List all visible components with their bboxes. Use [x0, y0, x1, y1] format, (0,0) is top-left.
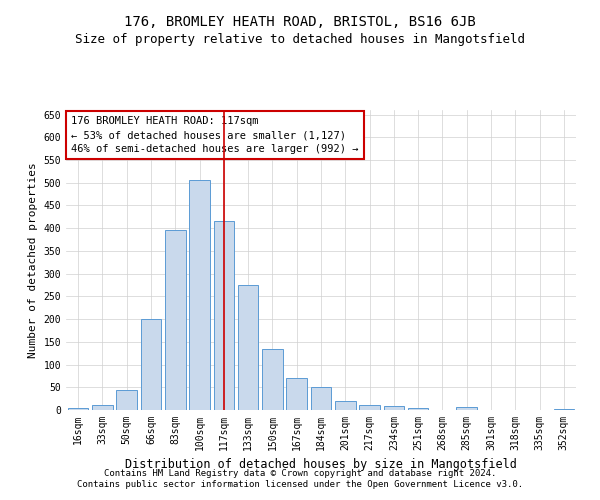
Bar [140, 319, 161, 410]
Bar [238, 285, 259, 410]
Bar [165, 230, 185, 410]
Bar [359, 404, 380, 410]
Text: 176 BROMLEY HEATH ROAD: 117sqm
← 53% of detached houses are smaller (1,127)
46% : 176 BROMLEY HEATH ROAD: 117sqm ← 53% of … [71, 116, 359, 154]
Bar [408, 408, 428, 410]
Text: Contains HM Land Registry data © Crown copyright and database right 2024.: Contains HM Land Registry data © Crown c… [104, 468, 496, 477]
Bar [214, 222, 234, 410]
Bar [311, 388, 331, 410]
Bar [383, 406, 404, 410]
Bar [262, 348, 283, 410]
Y-axis label: Number of detached properties: Number of detached properties [28, 162, 38, 358]
X-axis label: Distribution of detached houses by size in Mangotsfield: Distribution of detached houses by size … [125, 458, 517, 471]
Bar [189, 180, 210, 410]
Bar [335, 401, 356, 410]
Text: Contains public sector information licensed under the Open Government Licence v3: Contains public sector information licen… [77, 480, 523, 489]
Text: 176, BROMLEY HEATH ROAD, BRISTOL, BS16 6JB: 176, BROMLEY HEATH ROAD, BRISTOL, BS16 6… [124, 15, 476, 29]
Bar [286, 378, 307, 410]
Bar [457, 408, 477, 410]
Bar [554, 409, 574, 410]
Bar [116, 390, 137, 410]
Bar [92, 406, 113, 410]
Bar [68, 408, 88, 410]
Text: Size of property relative to detached houses in Mangotsfield: Size of property relative to detached ho… [75, 32, 525, 46]
